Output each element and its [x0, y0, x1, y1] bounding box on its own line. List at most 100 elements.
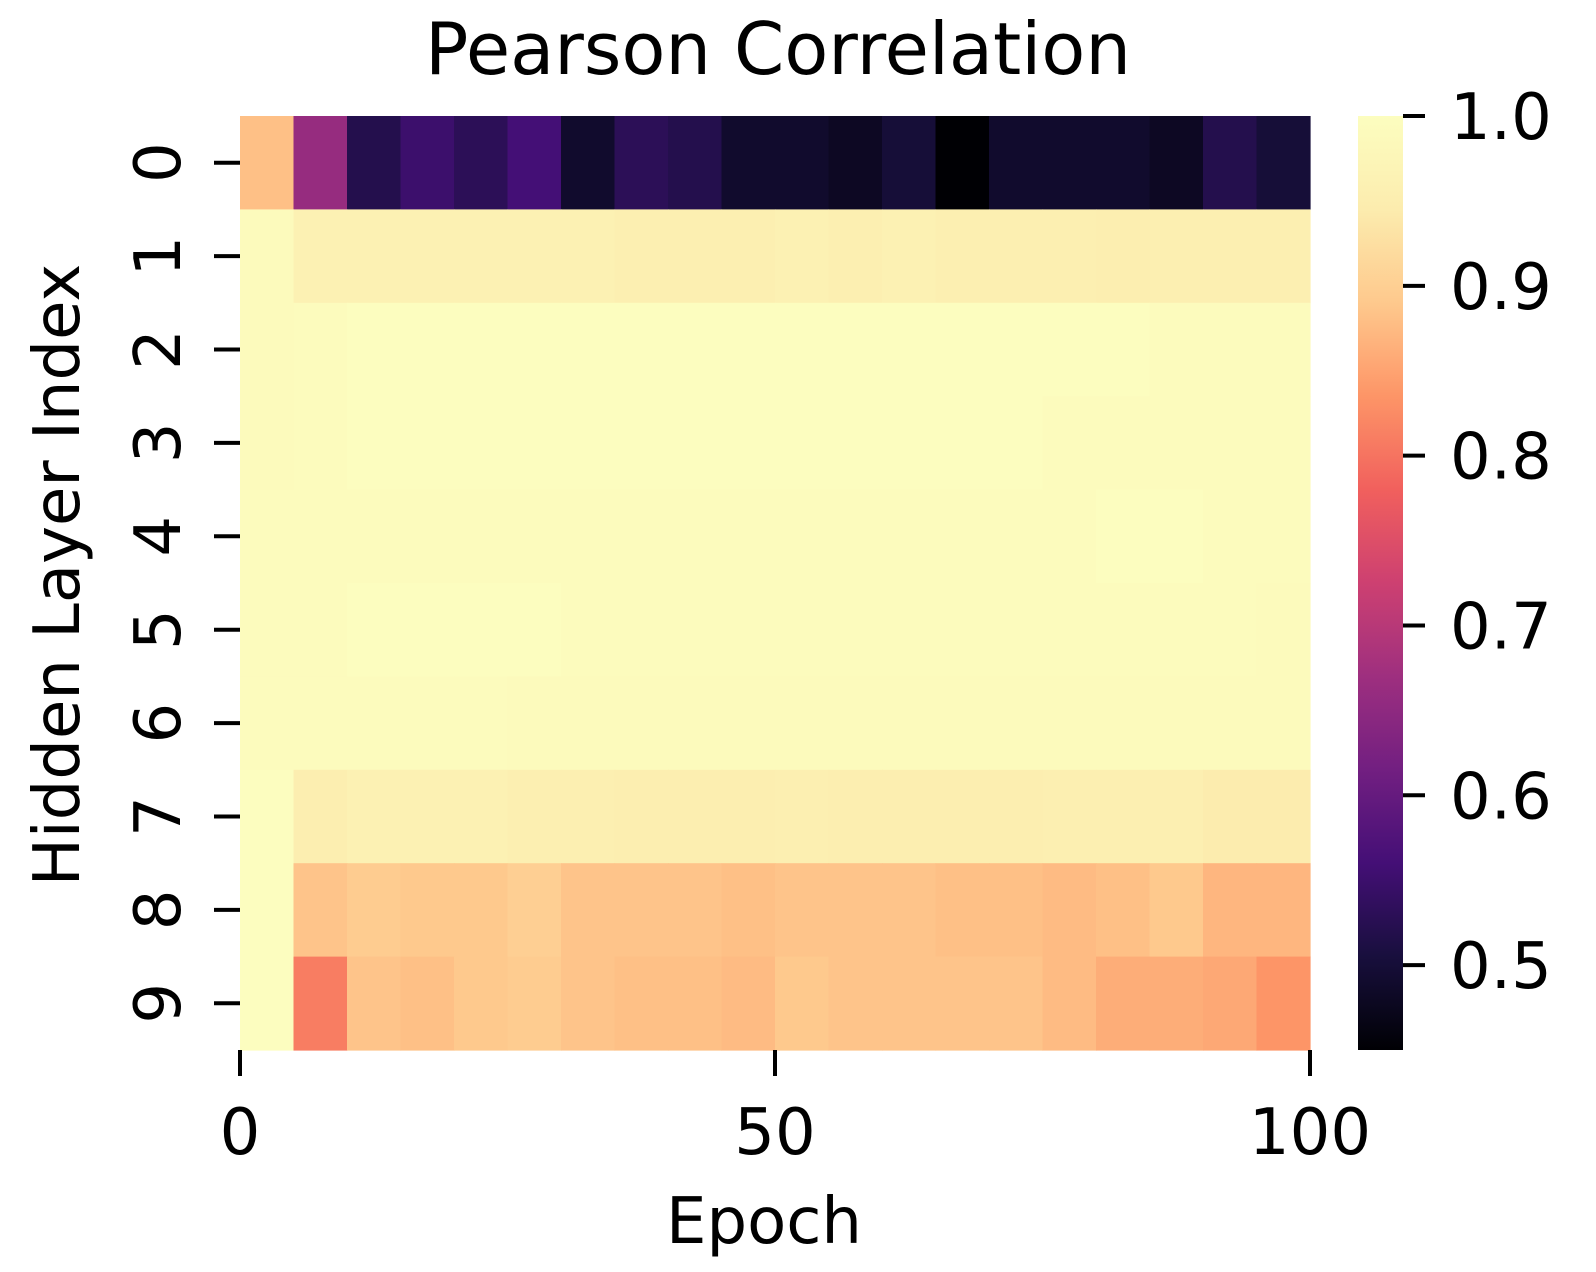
- heatmap-cell: [1149, 209, 1204, 304]
- heatmap-cell: [454, 676, 509, 771]
- heatmap-cell: [507, 302, 562, 397]
- colorbar-tick-label: 0.8: [1450, 421, 1552, 495]
- colorbar-tick-label: 0.7: [1450, 590, 1552, 664]
- heatmap-cell: [614, 956, 669, 1051]
- heatmap-cell: [882, 209, 937, 304]
- heatmap-cell: [828, 769, 883, 864]
- heatmap-cell: [561, 302, 616, 397]
- heatmap-cell: [1256, 116, 1311, 210]
- heatmap-cell: [775, 396, 830, 491]
- heatmap-cell: [614, 583, 669, 677]
- heatmap-cell: [668, 209, 723, 304]
- heatmap-cell: [1149, 302, 1204, 397]
- heatmap-cell: [454, 583, 509, 677]
- heatmap-cell: [1042, 489, 1097, 584]
- heatmap-cell: [935, 116, 990, 210]
- heatmap-cell: [668, 583, 723, 677]
- heatmap-cell: [614, 489, 669, 584]
- heatmap-cell: [1042, 116, 1097, 210]
- heatmap-cell: [1042, 956, 1097, 1051]
- heatmap-cell: [989, 396, 1044, 491]
- heatmap-cell: [454, 863, 509, 958]
- heatmap-cell: [1203, 956, 1258, 1051]
- heatmap-cell: [293, 116, 348, 210]
- heatmap-cell: [454, 489, 509, 584]
- heatmap-cell: [400, 676, 455, 771]
- heatmap-cell: [668, 302, 723, 397]
- heatmap-cell: [1203, 489, 1258, 584]
- heatmap-cell: [507, 396, 562, 491]
- heatmap-cell: [721, 302, 776, 397]
- heatmap-cell: [775, 489, 830, 584]
- heatmap-cell: [1203, 583, 1258, 677]
- heatmap-cell: [721, 489, 776, 584]
- heatmap-cell: [1203, 302, 1258, 397]
- y-tick-label: 6: [122, 703, 196, 744]
- heatmap-cell: [1096, 863, 1151, 958]
- heatmap-cell: [1042, 863, 1097, 958]
- heatmap-cell: [400, 956, 455, 1051]
- heatmap-cell: [989, 863, 1044, 958]
- heatmap-cell: [454, 302, 509, 397]
- heatmap-cell: [400, 769, 455, 864]
- heatmap-cell: [882, 583, 937, 677]
- y-tick-label: 8: [122, 890, 196, 931]
- heatmap-cell: [1256, 956, 1311, 1051]
- heatmap-cell: [1042, 209, 1097, 304]
- heatmap-cell: [400, 116, 455, 210]
- chart-title: Pearson Correlation: [425, 7, 1131, 91]
- heatmap-cell: [400, 489, 455, 584]
- heatmap-cell: [240, 583, 295, 677]
- heatmap-cell: [775, 769, 830, 864]
- heatmap-cell: [828, 209, 883, 304]
- y-tick-label: 9: [122, 983, 196, 1024]
- heatmap-cell: [668, 489, 723, 584]
- heatmap-cell: [1203, 863, 1258, 958]
- heatmap-cell: [1096, 302, 1151, 397]
- heatmap-cell: [347, 116, 402, 210]
- heatmap-cell: [1149, 489, 1204, 584]
- heatmap-cell: [1256, 302, 1311, 397]
- heatmap-cell: [507, 956, 562, 1051]
- y-tick-label: 1: [122, 236, 196, 277]
- heatmap-cell: [1096, 396, 1151, 491]
- heatmap-cell: [1042, 676, 1097, 771]
- heatmap-cell: [1203, 396, 1258, 491]
- heatmap-cell: [240, 863, 295, 958]
- heatmap-cell: [400, 583, 455, 677]
- heatmap-cell: [614, 396, 669, 491]
- y-tick-label: 0: [122, 142, 196, 183]
- heatmap-cell: [347, 863, 402, 958]
- heatmap-cell: [989, 676, 1044, 771]
- heatmap-cell: [293, 676, 348, 771]
- heatmap-cell: [989, 489, 1044, 584]
- colorbar-tick-label: 0.5: [1450, 930, 1552, 1004]
- heatmap-cell: [614, 209, 669, 304]
- heatmap-cell: [1256, 863, 1311, 958]
- heatmap-cell: [1203, 116, 1258, 210]
- heatmap-cell: [293, 863, 348, 958]
- heatmap-cell: [347, 769, 402, 864]
- heatmap-cell: [882, 396, 937, 491]
- heatmap-cell: [828, 489, 883, 584]
- heatmap-cell: [1042, 302, 1097, 397]
- heatmap-cell: [828, 116, 883, 210]
- heatmap-cell: [454, 209, 509, 304]
- heatmap-cell: [293, 769, 348, 864]
- heatmap-cell: [561, 116, 616, 210]
- heatmap-cell: [989, 302, 1044, 397]
- heatmap-cell: [347, 209, 402, 304]
- heatmap-cell: [561, 489, 616, 584]
- heatmap-cell: [400, 396, 455, 491]
- heatmap-cell: [561, 769, 616, 864]
- x-axis-label: Epoch: [666, 1185, 862, 1259]
- heatmap-cell: [614, 676, 669, 771]
- heatmap-cell: [614, 302, 669, 397]
- heatmap-cell: [1042, 769, 1097, 864]
- heatmap-cell: [828, 583, 883, 677]
- heatmap-cell: [1203, 676, 1258, 771]
- heatmap-cell: [1096, 583, 1151, 677]
- heatmap-cell: [1096, 209, 1151, 304]
- heatmap-cell: [561, 956, 616, 1051]
